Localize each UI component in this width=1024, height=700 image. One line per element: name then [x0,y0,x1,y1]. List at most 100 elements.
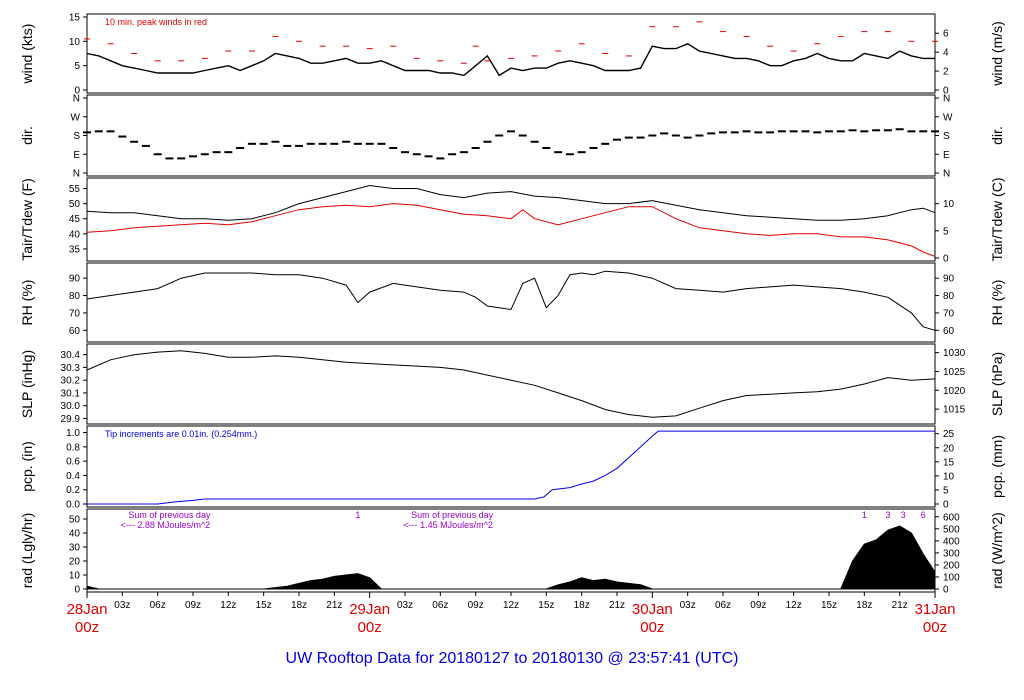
tick-label-right-temp: 0 [943,254,949,265]
tick-label-left-temp: 35 [69,244,81,255]
x-tick-label: 03z [397,600,413,611]
tick-label-right-wind: 2 [943,67,949,78]
x-day-label: 29Jan [349,601,390,618]
x-tick-label: 18z [856,600,872,611]
tick-label-right-temp: 5 [943,226,949,237]
x-day-label: 30Jan [632,601,673,618]
tick-label-right-rad: 500 [943,524,960,535]
tick-label-left-temp: 50 [69,199,81,210]
series-line-RH [86,270,936,331]
tick-label-right-rh: 80 [943,291,955,302]
x-day-hour-label: 00z [358,619,382,636]
rad-top-mark: 3 [901,510,906,520]
tick-label-left-wind: 10 [69,37,81,48]
tick-label-right-temp: 10 [943,199,955,210]
series-line-pcp [87,430,935,505]
series-line-wind [86,43,935,77]
tick-label-left-temp: 40 [69,229,81,240]
tick-label-left-wind: 15 [69,13,81,24]
panel-frame-wind [86,13,936,94]
tick-label-right-wind: 4 [943,48,949,59]
x-tick-label: 09z [468,600,484,611]
panel-frame-rh [86,262,936,343]
annotation-pcp: Tip increments are 0.01in. (0.254mm.) [105,429,257,439]
x-day-label: 28Jan [67,601,108,618]
x-tick-label: 15z [256,600,272,611]
rad-top-mark: 3 [885,510,890,520]
x-tick-label: 06z [432,600,448,611]
footer-title: UW Rooftop Data for 20180127 to 20180130… [285,650,739,667]
tick-label-right-pcp: 15 [943,457,955,468]
tick-label-right-slp: 1025 [943,367,966,378]
tick-label-right-slp: 1020 [943,386,966,397]
ylabel-left-pcp: pcp. (in) [19,441,35,492]
tick-label-right-rh: 60 [943,326,955,337]
tick-label-left-rad: 30 [69,543,81,554]
tick-label-right-pcp: 10 [943,471,955,482]
ylabel-right-rh: RH (%) [989,280,1005,326]
rad-annotation: <--- 1.45 MJoules/m^2 [403,520,493,530]
ylabel-left-rh: RH (%) [19,280,35,326]
ylabel-right-dir: dir. [989,126,1005,145]
x-tick-label: 21z [609,600,625,611]
ylabel-right-slp: SLP (hPa) [989,352,1005,416]
tick-label-left-temp: 55 [69,184,81,195]
x-day-hour-label: 00z [75,619,99,636]
tick-label-left-rad: 0 [74,585,80,596]
rad-top-mark: 1 [355,510,360,520]
tick-label-left-rad: 40 [69,529,81,540]
panel-frame-pcp [86,425,936,508]
tick-label-right-wind: 0 [943,86,949,97]
tick-label-left-rh: 60 [69,326,81,337]
ylabel-right-wind: wind (m/s) [989,21,1005,87]
series-line-SLP [86,350,936,418]
tick-label-left-dir: S [73,131,80,142]
tick-label-left-slp: 30.4 [61,350,81,361]
panel-frame-rad [86,508,936,593]
panel-frame-temp [86,177,936,262]
panel-frame-slp [86,343,936,425]
series-line-Tdew [86,203,936,257]
x-tick-label: 12z [503,600,519,611]
tick-label-right-rad: 300 [943,548,960,559]
ylabel-left-rad: rad (Lgly/hr) [19,513,35,588]
x-day-hour-label: 00z [923,619,947,636]
rad-annotation: Sum of previous day [128,510,211,520]
ylabel-left-dir: dir. [19,126,35,145]
rad-top-mark: 1 [862,510,867,520]
tick-label-left-slp: 30.1 [61,388,81,399]
tick-label-right-dir: E [943,150,950,161]
ylabel-left-slp: SLP (inHg) [19,350,35,418]
x-tick-label: 06z [150,600,166,611]
tick-label-left-dir: W [71,112,81,123]
tick-label-right-wind: 6 [943,29,949,40]
tick-label-left-slp: 30.0 [61,401,81,412]
tick-label-left-dir: E [73,150,80,161]
ylabel-right-rad: rad (W/m^2) [989,512,1005,589]
tick-label-left-wind: 0 [74,86,80,97]
tick-label-right-pcp: 5 [943,485,949,496]
tick-label-right-rad: 100 [943,572,960,583]
x-tick-label: 09z [185,600,201,611]
tick-label-right-pcp: 25 [943,429,955,440]
tick-label-right-rad: 400 [943,536,960,547]
ylabel-left-temp: Tair/Tdew (F) [19,178,35,260]
tick-label-right-dir: N [943,169,950,180]
annotation-wind: 10 min. peak winds in red [105,17,207,27]
rad-top-mark: 6 [921,510,926,520]
tick-label-left-pcp: 0.4 [66,471,80,482]
tick-label-left-pcp: 0.6 [66,457,80,468]
x-tick-label: 12z [786,600,802,611]
tick-label-left-pcp: 0.2 [66,485,80,496]
panel-frame-dir [86,94,936,177]
tick-label-right-rad: 200 [943,560,960,571]
x-day-label: 31Jan [915,601,956,618]
tick-label-left-pcp: 0.0 [66,500,80,511]
x-tick-label: 21z [892,600,908,611]
x-tick-label: 15z [538,600,554,611]
tick-label-right-slp: 1030 [943,348,966,359]
tick-label-right-dir: S [943,131,950,142]
tick-label-left-pcp: 0.8 [66,442,80,453]
tick-label-left-wind: 5 [74,61,80,72]
